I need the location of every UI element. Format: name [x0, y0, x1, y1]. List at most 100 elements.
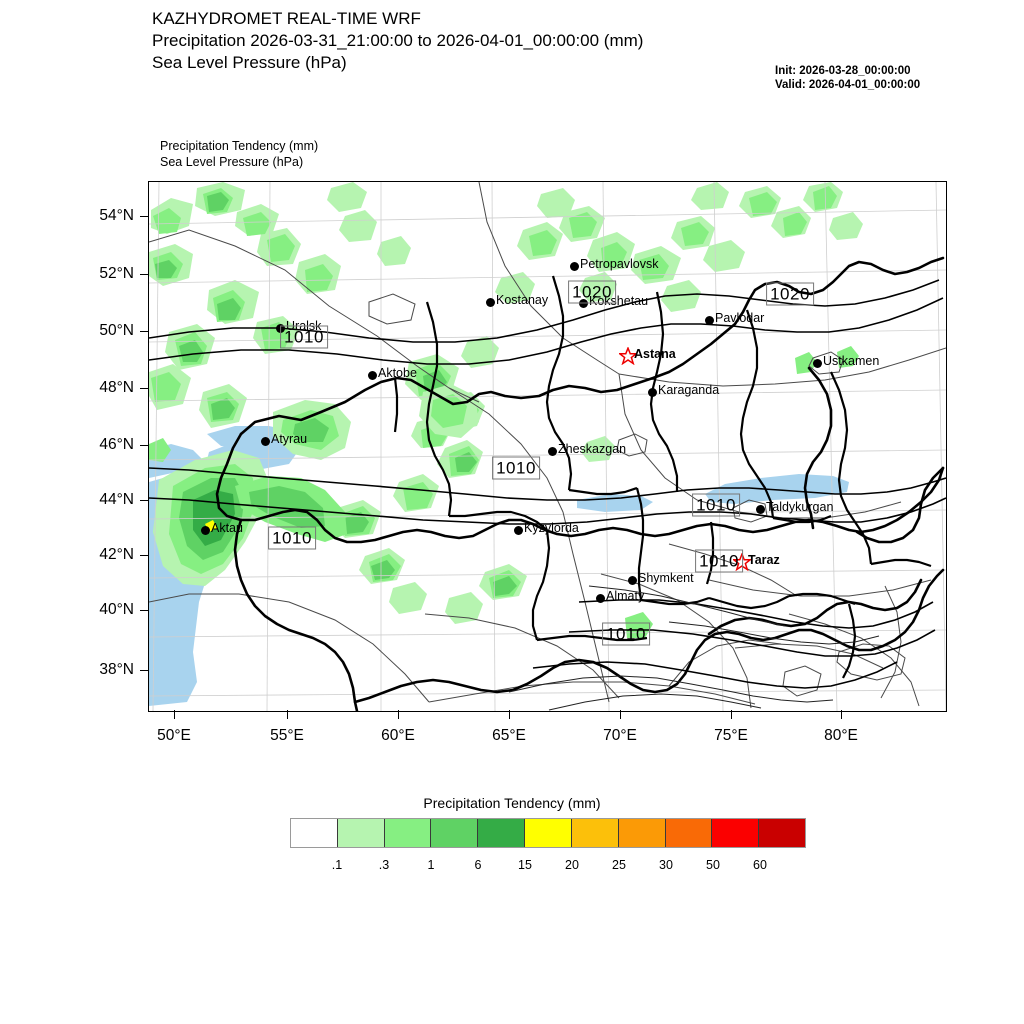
colorbar-cell-8 — [665, 819, 713, 847]
kazakhstan-border — [215, 256, 945, 711]
title-line-pressure: Sea Level Pressure (hPa) — [152, 53, 347, 72]
map-plot-area: Petropavlovsk Kostanay Kokshetau Pavloda… — [148, 181, 947, 712]
city-dot-icon — [513, 525, 523, 535]
plot-subcaption: Precipitation Tendency (mm) Sea Level Pr… — [160, 138, 318, 170]
capital-star-icon — [619, 347, 637, 365]
city-dot-icon — [275, 323, 285, 333]
x-axis-label-55e: 55°E — [270, 727, 304, 744]
y-axis-tick — [140, 555, 149, 556]
colorbar-tick-9: 60 — [753, 858, 767, 872]
y-axis-tick — [140, 610, 149, 611]
map-canvas — [149, 182, 946, 711]
city-label: Aktobe — [378, 366, 417, 380]
y-axis-label-38n: 38°N — [99, 661, 134, 678]
x-axis-tick — [731, 710, 732, 719]
city-label: Ustkamen — [823, 354, 880, 368]
colorbar-tick-2: 1 — [427, 858, 435, 872]
colorbar-cell-5 — [525, 819, 572, 847]
city-label: Pavlodar — [715, 311, 765, 325]
colorbar-cell-10 — [759, 819, 805, 847]
x-axis-tick — [509, 710, 510, 719]
colorbar-tick-labels: .1 .3 1 6 15 20 25 30 50 60 — [290, 858, 806, 878]
city-label: Petropavlovsk — [580, 257, 659, 271]
y-axis-tick — [140, 331, 149, 332]
colorbar-tick-1: .3 — [378, 858, 390, 872]
y-axis-tick — [140, 670, 149, 671]
isobar-label-1010-balkhash: 1010 — [692, 493, 740, 517]
city-label: Atyrau — [271, 432, 308, 446]
city-label: Kyzylorda — [524, 521, 579, 535]
colorbar-tick-8: 50 — [706, 858, 720, 872]
y-axis-label-48n: 48°N — [99, 379, 134, 396]
y-axis-label-54n: 54°N — [99, 207, 134, 224]
init-time: Init: 2026-03-28_00:00:00 — [775, 65, 911, 77]
city-label: Taldykurgan — [766, 500, 834, 514]
subcaption-pressure: Sea Level Pressure (hPa) — [160, 155, 304, 169]
colorbar-cell-3 — [431, 819, 479, 847]
forecast-timestamps: Init: 2026-03-28_00:00:00 Valid: 2026-04… — [775, 64, 920, 92]
valid-time: Valid: 2026-04-01_00:00:00 — [775, 79, 921, 91]
y-axis-tick — [140, 388, 149, 389]
y-axis-tick — [140, 274, 149, 275]
y-axis-tick — [140, 216, 149, 217]
colorbar-tick-5: 20 — [565, 858, 579, 872]
city-dot-icon — [367, 370, 377, 380]
title-line-precipitation: Precipitation 2026-03-31_21:00:00 to 202… — [152, 31, 644, 50]
x-axis-tick — [841, 710, 842, 719]
y-axis-tick — [140, 500, 149, 501]
page-title: KAZHYDROMET REAL-TIME WRF Precipitation … — [152, 8, 643, 74]
x-axis-tick — [287, 710, 288, 719]
colorbar-cell-2 — [384, 819, 432, 847]
colorbar — [290, 818, 806, 848]
city-label: Taraz — [748, 553, 780, 567]
colorbar-tick-0: .1 — [331, 858, 343, 872]
x-axis-label-80e: 80°E — [824, 727, 858, 744]
x-axis-label-50e: 50°E — [157, 727, 191, 744]
title-line-model: KAZHYDROMET REAL-TIME WRF — [152, 9, 421, 28]
city-label: Shymkent — [638, 571, 694, 585]
colorbar-cell-0 — [291, 819, 338, 847]
x-axis-label-60e: 60°E — [381, 727, 415, 744]
isobar-label-1010-uralsk: 1010 — [280, 325, 328, 349]
x-axis-tick — [398, 710, 399, 719]
y-axis-label-50n: 50°N — [99, 322, 134, 339]
city-label: Almaty — [606, 589, 645, 603]
x-axis-label-65e: 65°E — [492, 727, 526, 744]
city-label: Kostanay — [496, 293, 549, 307]
city-dot-icon — [755, 504, 765, 514]
city-label: Zheskazgan — [558, 442, 627, 456]
colorbar-tick-6: 25 — [612, 858, 626, 872]
colorbar-cell-6 — [571, 819, 619, 847]
colorbar-cell-4 — [478, 819, 526, 847]
city-dot-icon — [704, 315, 714, 325]
x-axis-tick — [620, 710, 621, 719]
colorbar-tick-3: 6 — [474, 858, 482, 872]
internal-admin-borders — [393, 275, 932, 679]
isobar-label-1020-east: 1020 — [766, 282, 814, 306]
city-label: Astana — [634, 347, 676, 361]
isobar-label-1010-south: 1010 — [602, 622, 650, 646]
x-axis-label-75e: 75°E — [714, 727, 748, 744]
y-axis-label-52n: 52°N — [99, 265, 134, 282]
x-axis-tick — [174, 710, 175, 719]
city-dot-icon — [260, 436, 270, 446]
secondary-isobars — [508, 585, 880, 711]
subcaption-precip: Precipitation Tendency (mm) — [160, 139, 319, 153]
city-dot-icon — [200, 525, 210, 535]
city-label: Kokshetau — [589, 294, 649, 308]
city-dot-icon — [595, 593, 605, 603]
city-dot-icon — [812, 358, 822, 368]
y-axis-label-46n: 46°N — [99, 436, 134, 453]
colorbar-cell-7 — [618, 819, 666, 847]
colorbar-tick-7: 30 — [659, 858, 673, 872]
y-axis-tick — [140, 445, 149, 446]
city-dot-icon — [647, 387, 657, 397]
city-dot-icon — [569, 261, 579, 271]
x-axis-label-70e: 70°E — [603, 727, 637, 744]
isobar-label-1010-aktau: 1010 — [268, 526, 316, 550]
isobar-label-1010-almaty: 1010 — [695, 549, 743, 573]
y-axis-label-40n: 40°N — [99, 601, 134, 618]
city-label: Aktau — [211, 521, 243, 535]
isobar-label-1010-central: 1010 — [492, 456, 540, 480]
sea-level-pressure-isobars — [149, 279, 946, 689]
